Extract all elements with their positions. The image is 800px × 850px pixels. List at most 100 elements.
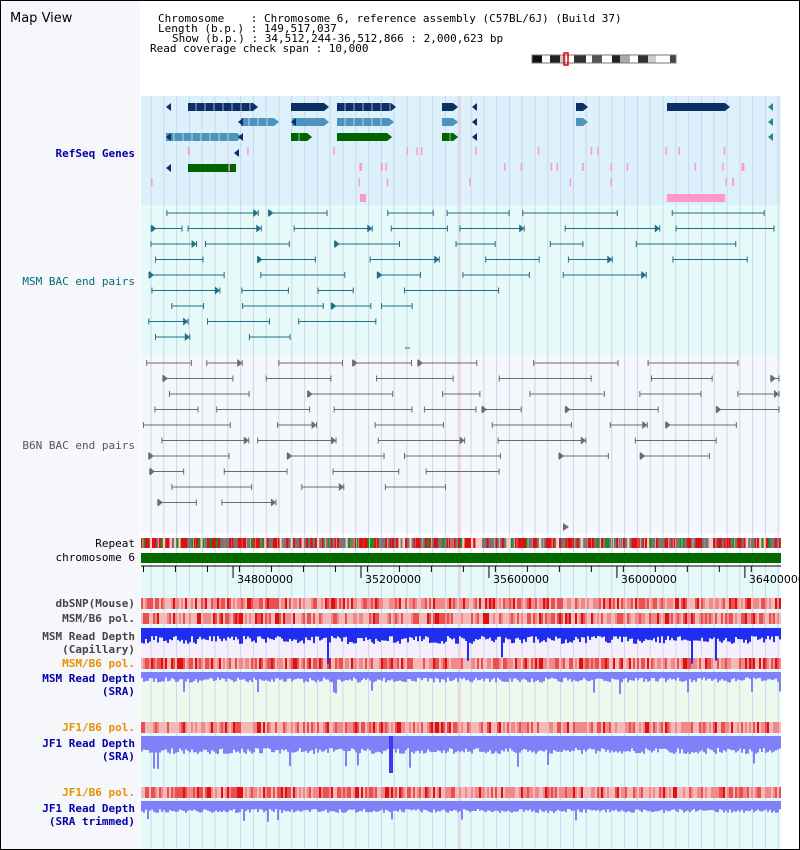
jf1-trimmed-depth-bar <box>541 801 543 812</box>
msm-b6-pol-label[interactable]: MSM/B6 pol. <box>62 612 135 625</box>
msm-b6-pol-cell <box>481 658 483 669</box>
msm-b6-pol-cell <box>255 613 257 624</box>
jf1-b6-pol-cell <box>277 787 279 798</box>
msm-bac-pair-arrow <box>607 255 613 264</box>
msm-b6-pol-cell <box>309 658 311 669</box>
msm-read-depth-sra-label[interactable]: MSM Read Depth (SRA) <box>42 672 135 698</box>
dbsnp-cell <box>547 598 549 609</box>
msm-sra-depth-bar <box>725 672 727 681</box>
dbsnp-cell <box>447 598 449 609</box>
capillary-depth-bar <box>383 628 385 641</box>
capillary-depth-bar <box>359 628 361 638</box>
jf1-b6-pol-label-2[interactable]: JF1/B6 pol. <box>62 786 135 799</box>
jf1-b6-pol-cell <box>563 787 565 798</box>
jf1-trimmed-depth-bar <box>747 801 749 811</box>
repeat-feature <box>528 538 531 548</box>
jf1-b6-pol-label[interactable]: JF1/B6 pol. <box>62 721 135 734</box>
msm-b6-pol-cell <box>415 613 417 624</box>
jf1-trimmed-depth-bar <box>699 801 701 810</box>
jf1-b6-pol-cell <box>333 787 335 798</box>
repeat-feature <box>367 538 370 548</box>
jf1-read-depth-label[interactable]: JF1 Read Depth (SRA) <box>42 737 135 763</box>
msm-b6-pol-cell <box>565 658 567 669</box>
jf1-b6-pol-cell <box>669 787 671 798</box>
msm-b6-pol-label-2[interactable]: MSM/B6 pol. <box>62 657 135 670</box>
gene-feature <box>442 103 453 111</box>
msm-b6-pol-cell <box>383 613 385 624</box>
repeat-feature <box>418 538 422 548</box>
jf1-b6-pol-cell <box>693 722 695 733</box>
repeat-feature <box>699 538 704 548</box>
msm-b6-pol-cell <box>275 658 277 669</box>
jf1-depth-bar <box>683 736 685 754</box>
repeat-feature <box>288 538 292 548</box>
msm-sra-depth-bar <box>713 672 715 680</box>
jf1-depth-bar <box>189 736 191 753</box>
jf1-trimmed-depth-bar <box>171 801 173 811</box>
gene-feature-pink <box>667 194 725 202</box>
capillary-depth-bar <box>601 628 603 638</box>
dbsnp-cell <box>349 598 351 609</box>
jf1-b6-pol-cell <box>463 722 465 733</box>
msm-sra-depth-bar <box>655 672 657 682</box>
dbsnp-cell <box>531 598 533 609</box>
msm-b6-pol-cell <box>517 613 519 624</box>
msm-read-depth-capillary-label[interactable]: MSM Read Depth (Capillary) <box>42 630 135 656</box>
dbsnp-cell <box>227 598 229 609</box>
jf1-trimmed-depth-bar <box>355 801 357 813</box>
jf1-depth-bar <box>615 736 617 752</box>
msm-sra-depth-bar <box>515 672 517 679</box>
msm-sra-depth-bar <box>517 672 519 681</box>
msm-b6-pol-cell <box>303 658 305 669</box>
msm-b6-pol-cell <box>299 613 301 624</box>
jf1-depth-bar <box>489 736 491 751</box>
capillary-depth-bar <box>449 628 451 638</box>
repeat-feature <box>242 538 245 548</box>
jf1-read-depth-trimmed-label[interactable]: JF1 Read Depth (SRA trimmed) <box>42 802 135 828</box>
jf1-depth-bar <box>699 736 701 752</box>
chromosome-ideogram[interactable] <box>530 52 682 66</box>
b6n-bac-label[interactable]: B6N BAC end pairs <box>22 439 135 452</box>
dbsnp-cell <box>629 598 631 609</box>
jf1-trimmed-depth-bar <box>489 801 491 811</box>
msm-sra-depth-bar <box>283 672 285 682</box>
refseq-genes-label[interactable]: RefSeq Genes <box>55 147 135 160</box>
jf1-depth-bar <box>601 736 603 749</box>
msm-b6-pol-cell <box>679 613 681 624</box>
dbsnp-cell <box>757 598 759 609</box>
ideogram-region-marker[interactable] <box>563 52 569 66</box>
capillary-depth-bar <box>405 628 407 639</box>
ideogram-band <box>612 55 620 63</box>
msm-b6-pol-cell <box>631 658 633 669</box>
msm-sra-depth-bar <box>589 672 591 681</box>
capillary-depth-bar <box>611 628 613 640</box>
msm-b6-pol-cell <box>349 658 351 669</box>
msm-b6-pol-cell <box>655 613 657 624</box>
jf1-depth-bar <box>259 736 261 754</box>
capillary-depth-bar <box>369 628 371 640</box>
jf1-b6-pol-cell <box>257 787 259 798</box>
jf1-b6-pol-cell <box>513 722 515 733</box>
repeat-feature <box>323 538 326 548</box>
msm-sra-depth-bar <box>507 672 509 682</box>
dbsnp-cell <box>217 598 219 609</box>
jf1-b6-pol-cell <box>495 787 497 798</box>
msm-b6-pol-cell <box>245 613 247 624</box>
msm-bac-label[interactable]: MSM BAC end pairs <box>22 275 135 288</box>
dbsnp-cell <box>507 598 509 609</box>
repeat-feature <box>644 538 648 548</box>
capillary-depth-bar <box>411 628 413 638</box>
jf1-b6-pol-cell <box>435 722 437 733</box>
gene-feature-pink <box>469 178 471 186</box>
msm-b6-pol-cell <box>715 613 717 624</box>
jf1-b6-pol-cell <box>555 787 557 798</box>
msm-b6-pol-cell <box>669 613 671 624</box>
msm-b6-pol-cell <box>325 613 327 624</box>
b6n-bac-pair-arrow <box>338 483 344 491</box>
capillary-depth-bar <box>693 628 695 641</box>
msm-b6-pol-cell <box>237 658 239 669</box>
jf1-depth-bar <box>529 736 531 751</box>
jf1-b6-pol-cell <box>331 787 333 798</box>
dbsnp-label[interactable]: dbSNP(Mouse) <box>55 597 135 610</box>
